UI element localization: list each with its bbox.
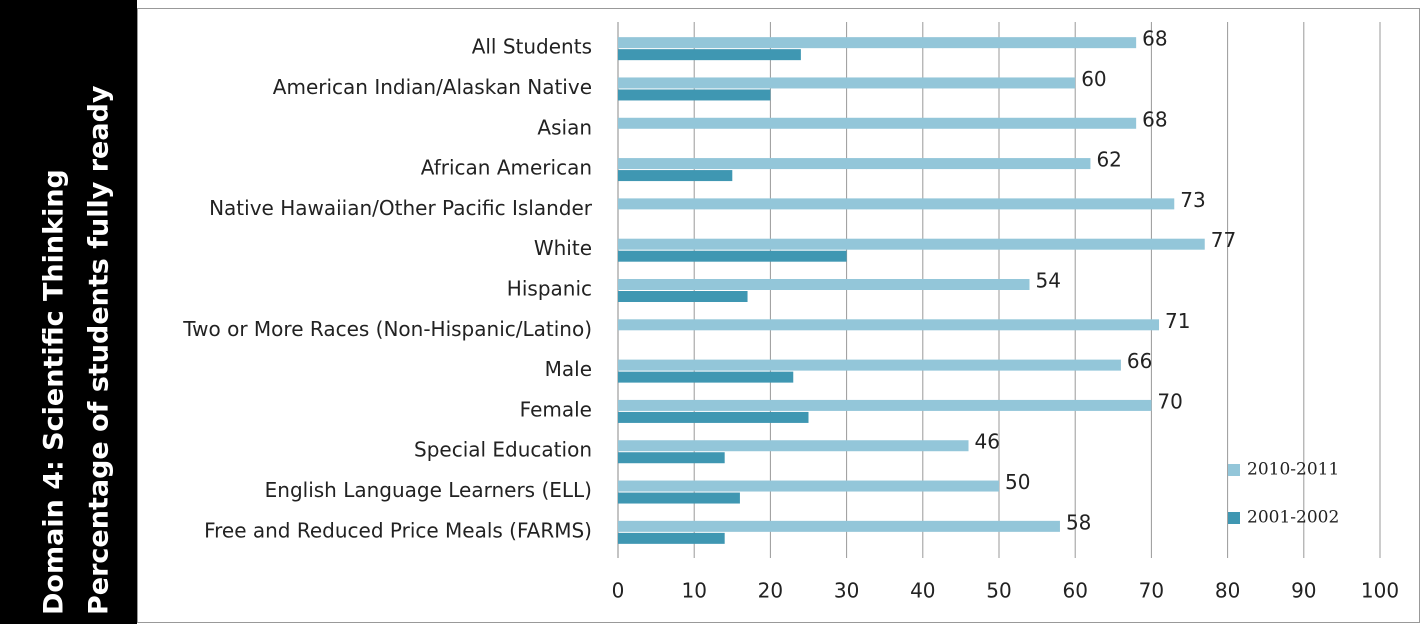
x-tick-label: 30 [834,579,859,603]
bar [618,319,1160,331]
data-label: 66 [1127,349,1152,373]
data-label: 50 [1005,470,1030,494]
bar [618,198,1175,210]
bar [618,117,1137,129]
bar [618,279,1030,290]
bar [618,37,1137,49]
y-tick-label: African American [421,156,592,180]
data-label: 70 [1157,389,1182,413]
bar [618,158,1091,170]
data-label: 77 [1211,228,1236,252]
bar [618,452,725,464]
bar [618,49,801,61]
data-label: 68 [1142,107,1167,131]
side-panel [0,0,137,624]
x-tick-label: 50 [986,579,1011,603]
data-label: 71 [1165,309,1190,333]
data-label: 60 [1081,67,1106,91]
x-tick-label: 70 [1139,579,1164,603]
y-tick-label: English Language Learners (ELL) [265,478,592,502]
data-label: 54 [1035,269,1060,293]
y-tick-label: White [534,236,592,260]
y-tick-label: Asian [537,115,592,139]
chart-subtitle: Percentage of students fully ready [84,85,115,615]
bar [618,250,847,262]
bar [618,520,1060,532]
legend-label: 2001-2002 [1247,508,1339,528]
bar [618,371,794,383]
x-tick-label: 90 [1291,579,1316,603]
data-label: 68 [1142,27,1167,51]
bar [618,291,748,302]
chart-title: Domain 4: Scientific Thinking [39,169,70,615]
y-tick-label: Native Hawaiian/Other Pacific Islander [209,196,593,220]
y-tick-label: Hispanic [507,277,592,301]
legend: 2010-2011 2001-2002 [1228,460,1339,528]
x-tick-label: 40 [910,579,935,603]
y-tick-label: Male [545,357,592,381]
bar [618,399,1152,411]
data-label: 62 [1096,148,1121,172]
bar [618,480,999,492]
x-tick-label: 0 [612,579,625,603]
x-tick-label: 60 [1062,579,1087,603]
legend-label: 2010-2011 [1247,460,1339,480]
legend-swatch [1228,464,1240,476]
bar [618,238,1205,250]
y-tick-label: Two or More Races (Non-Hispanic/Latino) [182,317,592,341]
bar [618,89,771,101]
x-tick-label: 10 [681,579,706,603]
bar [618,77,1076,89]
data-label: 58 [1066,510,1091,534]
legend-swatch [1228,512,1240,524]
y-tick-label: Free and Reduced Price Meals (FARMS) [204,518,592,542]
x-tick-label: 20 [758,579,783,603]
bar [618,532,725,544]
data-label: 46 [975,430,1000,454]
data-label: 73 [1180,188,1205,212]
x-tick-label: 80 [1215,579,1240,603]
chart-border [137,8,1420,623]
y-tick-label: American Indian/Alaskan Native [273,75,592,99]
bar [618,170,733,182]
y-tick-label: Female [520,397,592,421]
bar [618,359,1121,371]
y-tick-label: All Students [472,35,592,59]
x-tick-label: 100 [1361,579,1399,603]
bar [618,440,969,452]
bar [618,492,740,504]
y-tick-label: Special Education [414,438,592,462]
bar [618,411,809,423]
